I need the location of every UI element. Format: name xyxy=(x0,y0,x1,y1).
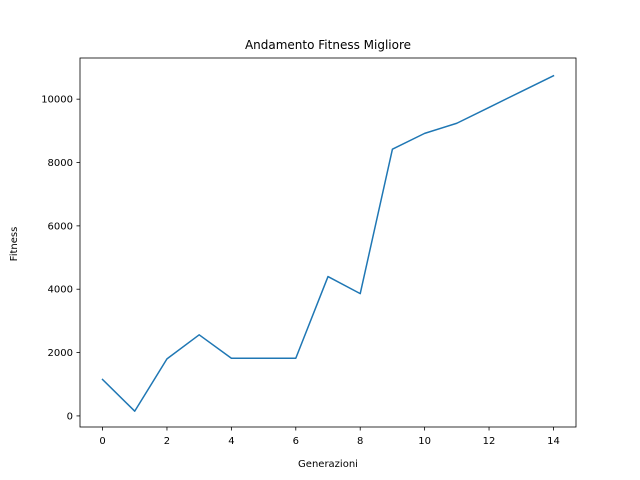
x-tick-label: 2 xyxy=(164,436,170,447)
x-tick-label: 8 xyxy=(357,436,363,447)
x-tick-label: 12 xyxy=(483,436,496,447)
y-axis-label: Fitness xyxy=(9,227,20,262)
x-tick-label: 4 xyxy=(228,436,234,447)
x-tick-label: 0 xyxy=(99,436,105,447)
y-tick-label: 2000 xyxy=(48,348,73,359)
chart-title: Andamento Fitness Migliore xyxy=(245,38,411,52)
y-tick-label: 8000 xyxy=(48,158,73,169)
y-tick-label: 6000 xyxy=(48,221,73,232)
y-tick-label: 10000 xyxy=(41,95,73,106)
y-tick-label: 4000 xyxy=(48,285,73,296)
plot-area xyxy=(79,57,577,428)
x-tick-label: 14 xyxy=(547,436,560,447)
series-layer xyxy=(101,74,555,412)
y-tick-label: 0 xyxy=(67,411,73,422)
y-axis: 0 2000 4000 6000 8000 10000 xyxy=(41,95,80,422)
x-axis-label: Generazioni xyxy=(298,459,358,470)
x-tick-label: 6 xyxy=(293,436,299,447)
plot-frame xyxy=(79,57,577,428)
x-tick-label: 10 xyxy=(418,436,431,447)
x-axis: 0 2 4 6 8 10 12 14 xyxy=(99,427,560,447)
series-line-0 xyxy=(101,74,555,412)
